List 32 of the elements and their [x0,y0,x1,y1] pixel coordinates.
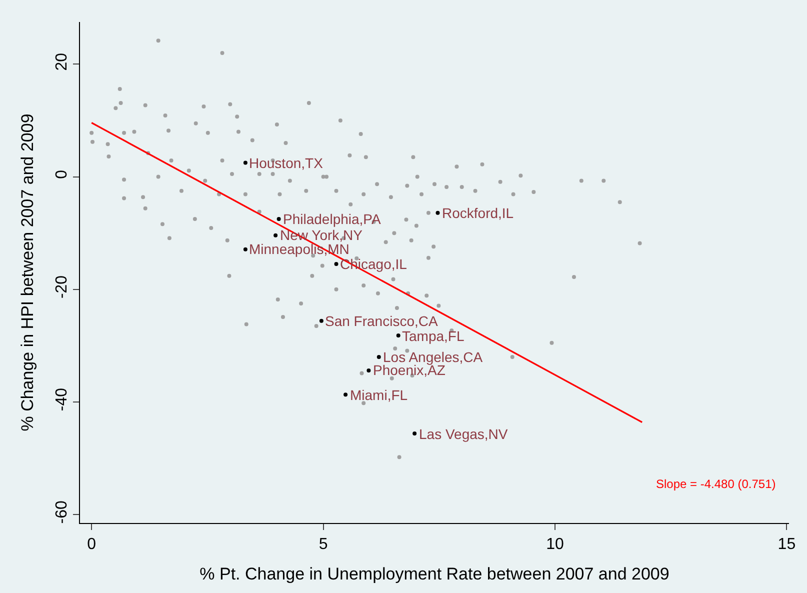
y-tick-label: 0 [54,170,71,179]
y-axis-title: % Change in HPI between 2007 and 2009 [18,114,38,432]
x-tick-label: 5 [318,536,328,554]
point [376,354,381,359]
point [243,160,248,165]
point [344,392,348,397]
point [436,210,440,215]
x-tick-label: 10 [546,536,564,554]
annotation: Tampa,FL [402,328,464,344]
point [412,432,417,436]
point [396,334,400,338]
point [276,217,281,222]
y-tick-label: 20 [54,52,71,71]
annotation: Los Angeles,CA [383,349,484,365]
point [274,233,278,238]
annotation: Miami,FL [350,387,408,403]
x-axis-title: % Pt. Change in Unemployment Rate between 2007 and 2009 [200,564,670,584]
annotation: Rockford,IL [442,205,514,221]
y-tick-label: -20 [54,275,71,299]
x-tick-label: 0 [87,536,96,554]
x-tick-label: 15 [778,536,796,554]
annotation: Slope = -4.480 (0.751) [656,477,776,491]
annotation: San Francisco,CA [325,313,438,329]
point [334,262,338,266]
point [319,318,324,323]
y-tick-label: -40 [54,388,71,412]
point [243,247,248,252]
y-tick-label: -60 [54,500,71,524]
annotation: Houston,TX [249,155,324,171]
annotation: Las Vegas,NV [419,426,508,442]
annotation: Philadelphia,PA [283,211,382,227]
point [366,368,371,372]
